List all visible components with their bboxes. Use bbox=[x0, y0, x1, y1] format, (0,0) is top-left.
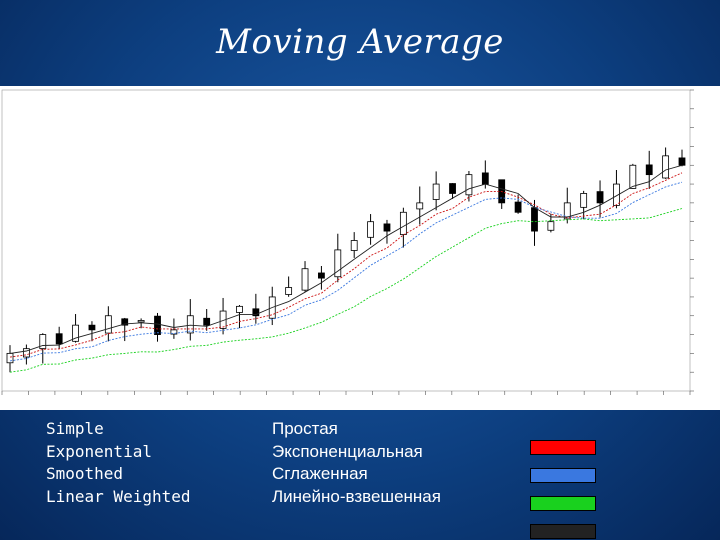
candle-body bbox=[399, 211, 407, 235]
candle-body bbox=[252, 308, 260, 317]
candle-body bbox=[514, 201, 522, 213]
legend-ru-linear-weighted: Линейно-взвешенная bbox=[272, 486, 441, 506]
candle-body bbox=[285, 287, 293, 295]
candle-body bbox=[301, 268, 309, 291]
candle-body bbox=[121, 318, 129, 326]
price-chart bbox=[1, 89, 694, 395]
candle-body bbox=[432, 183, 440, 200]
candle-body bbox=[170, 329, 178, 335]
swatch-smoothed bbox=[530, 496, 596, 511]
candle-body bbox=[350, 240, 358, 251]
candle-body bbox=[186, 315, 194, 334]
legend-en-linear-weighted: Linear Weighted bbox=[46, 486, 191, 506]
candle-body bbox=[318, 272, 325, 279]
ma-line-exponential bbox=[9, 181, 683, 362]
candle-body bbox=[563, 202, 571, 220]
ma-line-linear-weighted bbox=[9, 164, 683, 354]
candle-body bbox=[72, 324, 79, 342]
legend-ru-smoothed: Сглаженная bbox=[272, 464, 368, 483]
plot-area bbox=[1, 89, 691, 392]
candle-body bbox=[580, 193, 588, 208]
candle-body bbox=[678, 157, 686, 166]
candle-body bbox=[88, 324, 96, 331]
swatch-linear-weighted bbox=[530, 524, 596, 539]
candle-body bbox=[104, 315, 112, 334]
candle-body bbox=[39, 334, 47, 350]
candle-body bbox=[416, 202, 424, 210]
candle-body bbox=[613, 183, 620, 206]
candle-body bbox=[334, 249, 342, 278]
legend: Simple Exponential Smoothed Linear Weigh… bbox=[0, 410, 720, 540]
legend-en-exponential: Exponential bbox=[46, 441, 152, 461]
candle-body bbox=[203, 317, 211, 326]
candle-body bbox=[547, 221, 555, 231]
legend-en-smoothed: Smoothed bbox=[46, 464, 124, 483]
candle-body bbox=[481, 172, 489, 185]
legend-en-simple: Simple bbox=[46, 419, 104, 438]
legend-english-column: Simple Exponential Smoothed Linear Weigh… bbox=[46, 418, 191, 508]
swatch-exponential bbox=[530, 468, 596, 483]
candle-body bbox=[383, 223, 391, 232]
candle-body bbox=[154, 315, 161, 335]
chart-screenshot bbox=[0, 86, 720, 410]
legend-ru-simple: Простая bbox=[272, 419, 338, 438]
candle-body bbox=[645, 164, 653, 176]
candle-body bbox=[629, 164, 637, 189]
candle-body bbox=[531, 207, 538, 232]
candle-body bbox=[137, 320, 145, 323]
candle-body bbox=[596, 191, 604, 204]
legend-ru-exponential: Экспоненциальная bbox=[272, 441, 423, 461]
ma-line-smoothed bbox=[9, 208, 683, 373]
candle-body bbox=[662, 155, 670, 179]
candle-body bbox=[367, 221, 374, 238]
candle-body bbox=[449, 183, 456, 194]
swatch-simple bbox=[530, 440, 596, 455]
legend-russian-column: Простая Экспоненциальная Сглаженная Лине… bbox=[272, 418, 441, 508]
candle-body bbox=[6, 352, 14, 364]
candle-body bbox=[465, 174, 473, 196]
slide-title: Moving Average bbox=[216, 22, 504, 62]
candle-body bbox=[236, 305, 243, 313]
ma-line-simple bbox=[9, 172, 683, 358]
candle-body bbox=[22, 348, 30, 358]
candle-body bbox=[55, 333, 63, 345]
